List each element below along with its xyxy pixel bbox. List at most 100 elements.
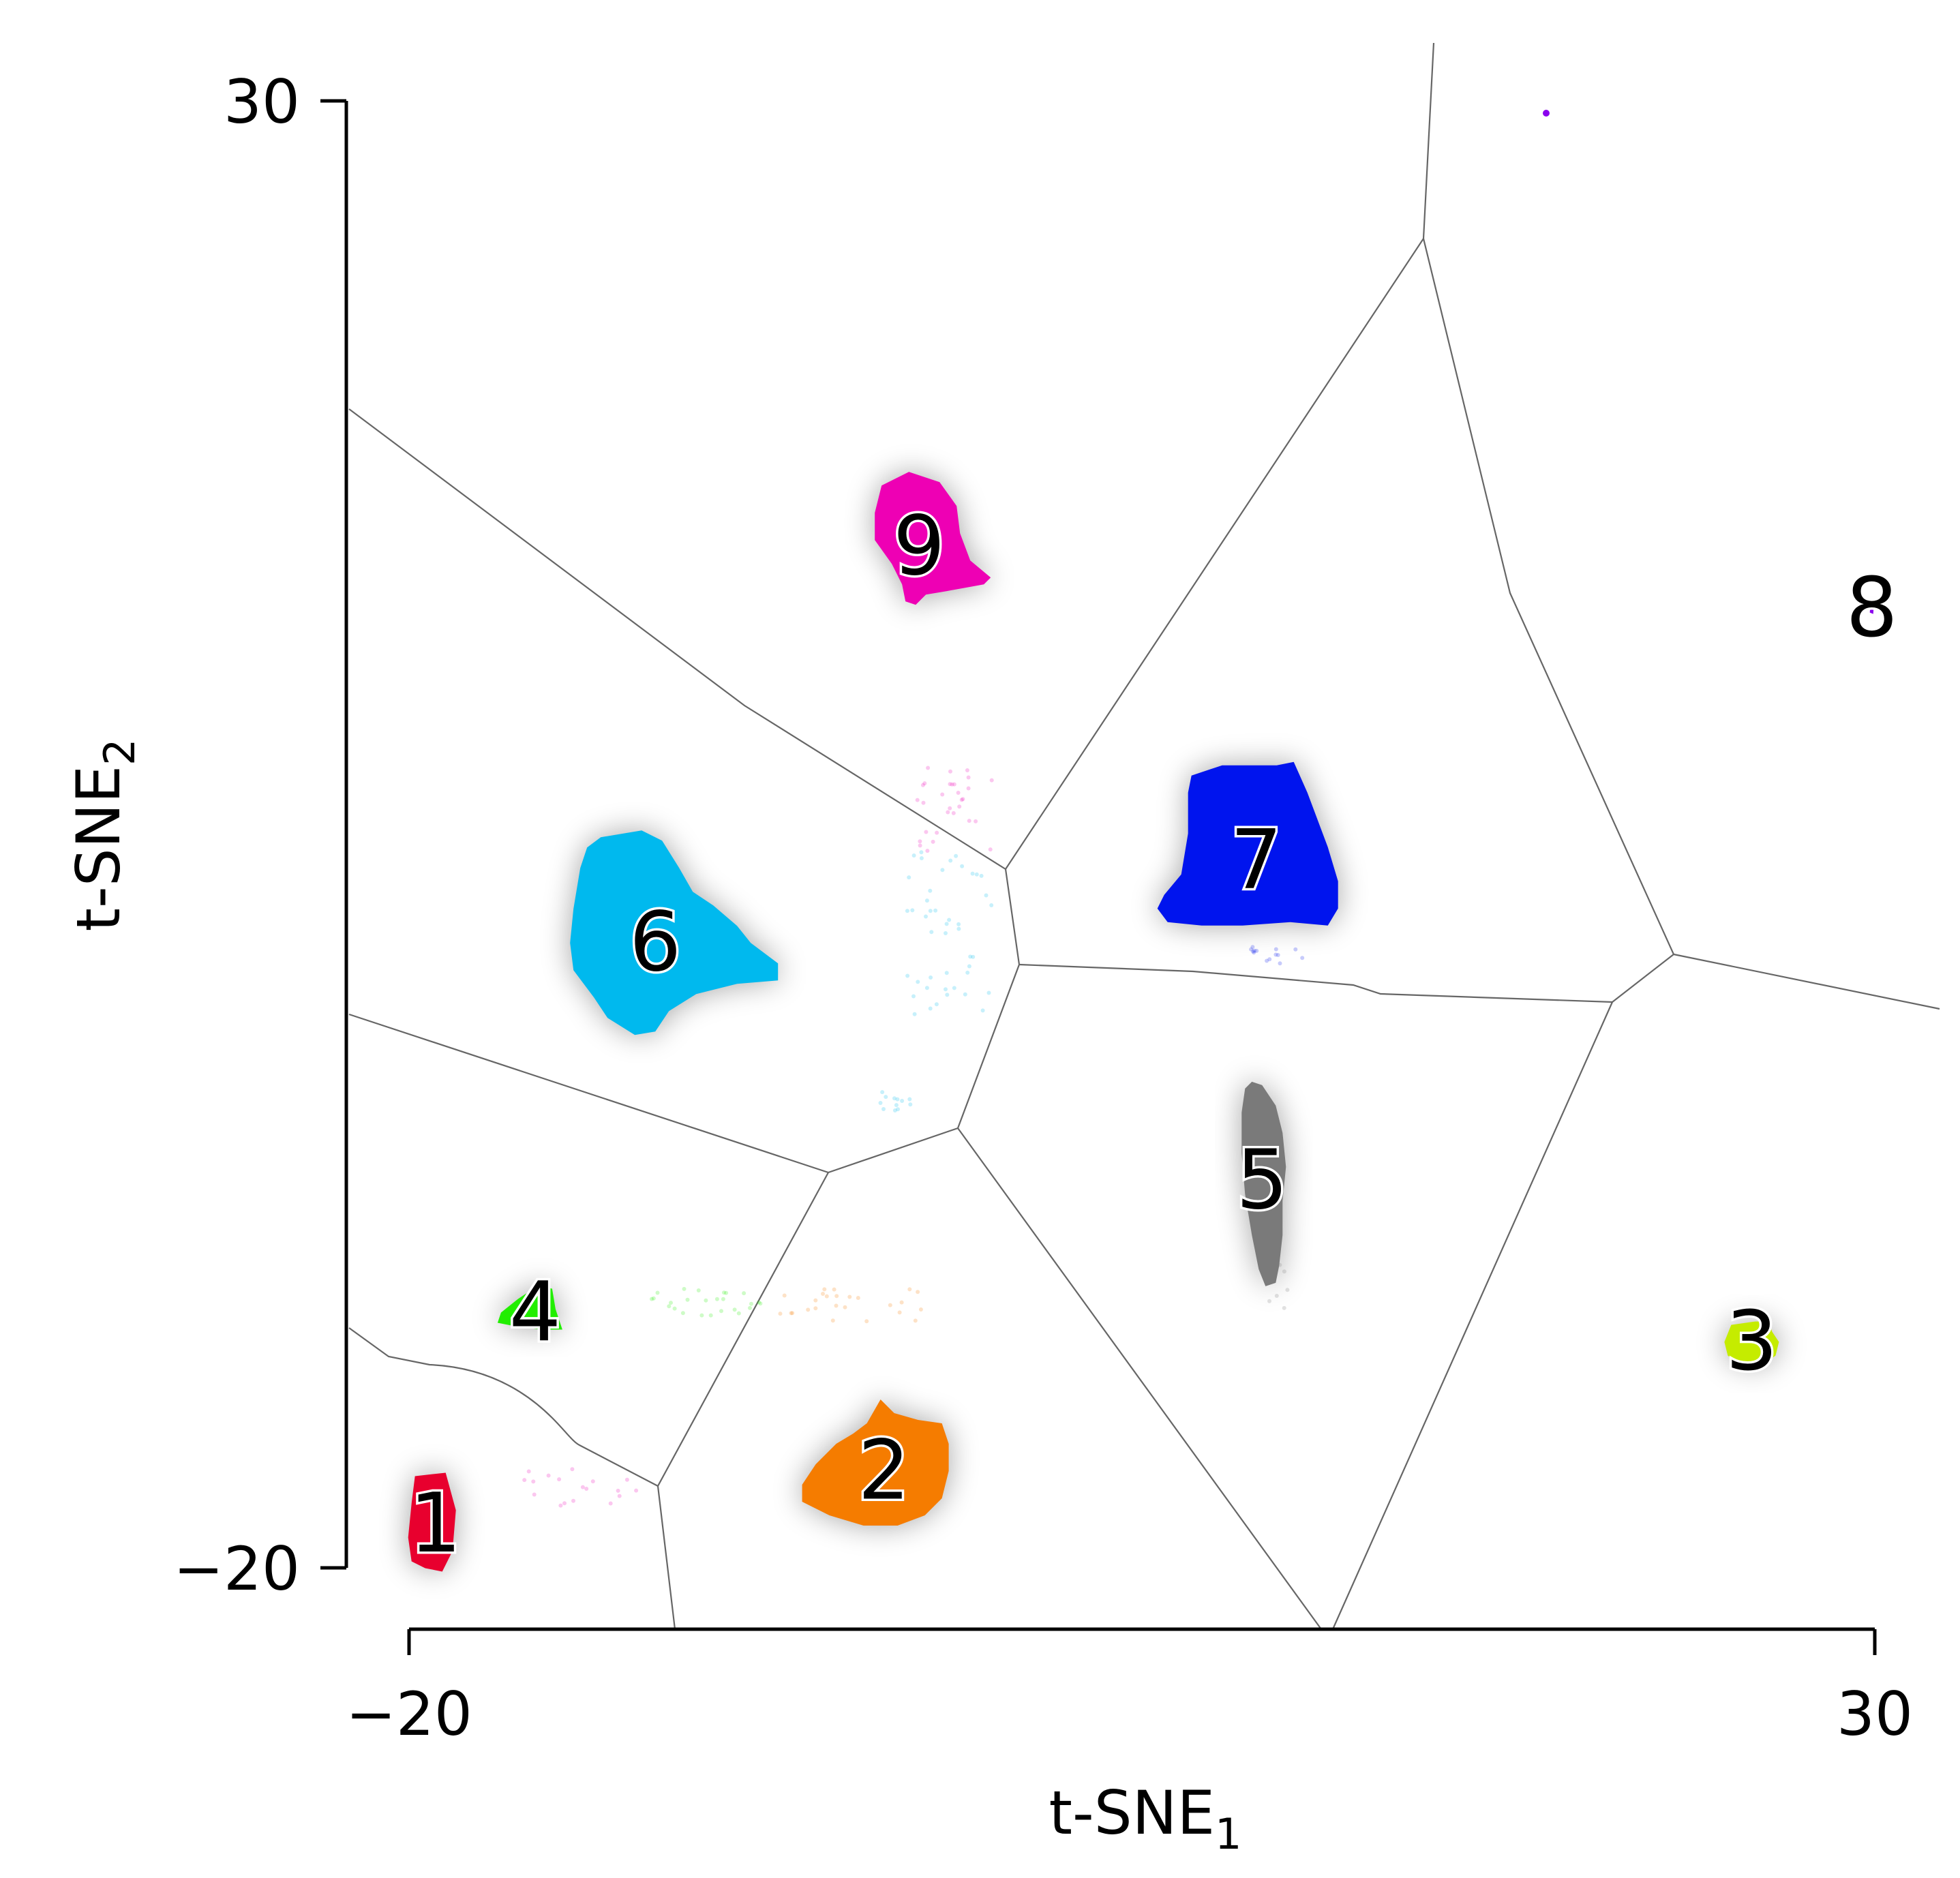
cluster-label-1: 1 xyxy=(410,1476,462,1571)
outlier-point xyxy=(965,970,970,975)
outlier-point xyxy=(940,792,945,797)
outlier-point xyxy=(922,781,927,786)
outlier-point xyxy=(682,1286,687,1291)
outlier-point xyxy=(911,853,916,858)
outlier-point xyxy=(916,980,920,984)
outlier-point xyxy=(970,871,975,876)
y-axis-title-main: t-SNE xyxy=(63,766,134,932)
outlier-point xyxy=(832,1287,836,1292)
outlier-point xyxy=(971,954,976,959)
outlier-point xyxy=(950,782,954,787)
outlier-point xyxy=(782,1293,787,1298)
outlier-point xyxy=(921,800,926,805)
outlier-point xyxy=(916,1290,920,1294)
outlier-point xyxy=(847,1294,852,1299)
outlier-point xyxy=(894,1103,899,1108)
outlier-point xyxy=(546,1473,551,1478)
outlier-point xyxy=(667,1304,672,1309)
outlier-point xyxy=(919,850,924,855)
outlier-point xyxy=(1300,956,1305,960)
outlier-point xyxy=(843,1305,847,1309)
outlier-point xyxy=(806,1307,811,1312)
outlier-point xyxy=(963,992,967,997)
outlier-point xyxy=(946,810,950,815)
outlier-point xyxy=(897,1310,902,1315)
outlier-point xyxy=(749,1301,753,1306)
cluster-label-8: 8 xyxy=(1846,561,1898,656)
outlier-point xyxy=(1251,949,1255,954)
outlier-point xyxy=(617,1494,622,1498)
cluster-7-points xyxy=(1157,761,1338,926)
outlier-point xyxy=(956,791,961,795)
outlier-point xyxy=(948,858,953,863)
outlier-point xyxy=(892,1096,896,1101)
outlier-point xyxy=(966,775,971,780)
outlier-point xyxy=(907,875,911,880)
outlier-point xyxy=(878,1101,883,1105)
outlier-point xyxy=(624,1477,629,1482)
voronoi-edge-11 xyxy=(348,1327,659,1487)
cluster-8-points xyxy=(1869,603,1874,614)
cluster-label-6: 6 xyxy=(629,896,681,990)
outlier-point xyxy=(965,768,969,772)
outlier-point xyxy=(650,1297,654,1301)
cluster-label-3: 3 xyxy=(1725,1294,1777,1389)
outlier-point xyxy=(952,986,956,990)
outlier-point xyxy=(634,1488,639,1493)
outlier-point xyxy=(1293,947,1298,952)
voronoi-partition xyxy=(348,42,1940,1630)
outlier-point xyxy=(680,1311,685,1316)
outlier-point xyxy=(884,1095,888,1100)
outlier-point xyxy=(947,918,952,922)
outlier-point xyxy=(912,1012,917,1016)
outlier-point xyxy=(532,1492,537,1497)
outlier-point xyxy=(918,1307,923,1312)
cluster-5-points xyxy=(1241,1081,1286,1286)
outlier-point xyxy=(944,922,949,926)
outlier-point xyxy=(918,839,922,844)
y-tick-label-bottom: −20 xyxy=(173,1534,300,1604)
outlier-point xyxy=(719,1309,723,1314)
outlier-point xyxy=(948,782,952,787)
outlier-point xyxy=(935,830,939,835)
outlier-point xyxy=(834,1294,839,1299)
outlier-point xyxy=(1250,945,1255,950)
outlier-point xyxy=(721,1297,725,1301)
outlier-point xyxy=(911,994,916,999)
outlier-point xyxy=(888,1303,892,1307)
outlier-point xyxy=(924,914,928,919)
outlier-point xyxy=(933,908,938,913)
y-tick-label-top: 30 xyxy=(224,67,300,137)
outlier-point xyxy=(980,1008,985,1013)
outlier-point xyxy=(562,1501,567,1506)
x-axis-title-main: t-SNE xyxy=(1049,1778,1216,1848)
outlier-point xyxy=(929,930,934,935)
outlier-point xyxy=(967,819,971,823)
outlier-point xyxy=(986,990,991,995)
voronoi-edge-2 xyxy=(1005,42,1435,870)
outlier-point xyxy=(708,1313,713,1318)
cluster-label-2: 2 xyxy=(858,1423,909,1518)
outlier-point xyxy=(590,1479,595,1484)
outlier-point xyxy=(822,1287,827,1292)
cluster-4-points xyxy=(497,1285,562,1330)
outlier-point xyxy=(967,964,971,969)
outlier-point xyxy=(952,782,956,787)
outlier-point xyxy=(722,1290,726,1295)
outlier-point xyxy=(608,1501,613,1506)
outlier-point xyxy=(736,1311,741,1316)
outlier-point xyxy=(742,1291,747,1296)
outlier-point xyxy=(944,987,948,992)
outlier-point xyxy=(907,1097,912,1102)
outlier-point xyxy=(813,1298,818,1303)
outlier-point xyxy=(931,839,935,844)
outlier-point xyxy=(699,1313,704,1318)
outlier-point xyxy=(1249,947,1254,952)
cluster-2-points xyxy=(802,1399,949,1526)
outlier-point xyxy=(924,830,929,834)
outlier-point xyxy=(748,1305,752,1310)
outlier-point xyxy=(1282,1269,1286,1274)
voronoi-edge-5 xyxy=(1019,954,1674,1003)
outlier-point xyxy=(951,811,956,815)
